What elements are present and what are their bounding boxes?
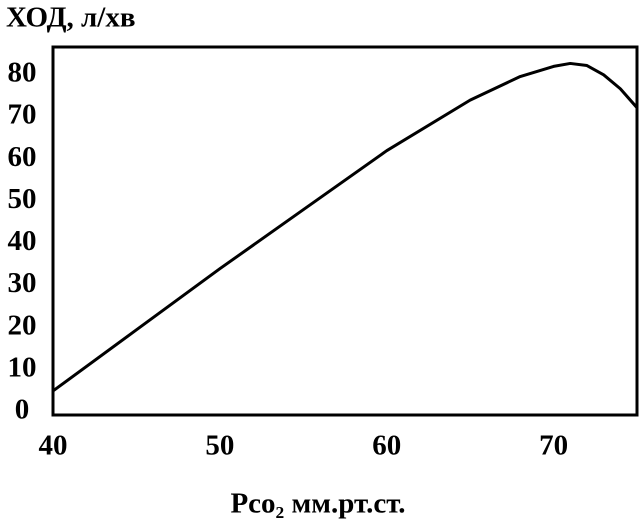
y-tick-label: 50 bbox=[8, 183, 37, 215]
y-tick-label: 60 bbox=[8, 141, 37, 173]
x-tick-label: 60 bbox=[372, 430, 401, 462]
data-line bbox=[52, 61, 639, 393]
chart-title: ХОД, л/хв bbox=[6, 2, 136, 34]
x-tick-label: 40 bbox=[39, 430, 68, 462]
y-tick-label: 40 bbox=[8, 225, 37, 257]
y-tick-label: 10 bbox=[8, 352, 37, 384]
x-tick-label: 50 bbox=[205, 430, 234, 462]
x-tick-label: 70 bbox=[539, 430, 568, 462]
x-axis-label: Pco₂ мм.рт.ст. bbox=[230, 488, 405, 520]
y-tick-label: 0 bbox=[15, 394, 30, 426]
y-tick-label: 30 bbox=[8, 267, 37, 299]
y-tick-label: 70 bbox=[8, 99, 37, 131]
y-tick-label: 80 bbox=[8, 56, 37, 88]
y-tick-label: 20 bbox=[8, 309, 37, 341]
plot-frame bbox=[51, 45, 639, 417]
